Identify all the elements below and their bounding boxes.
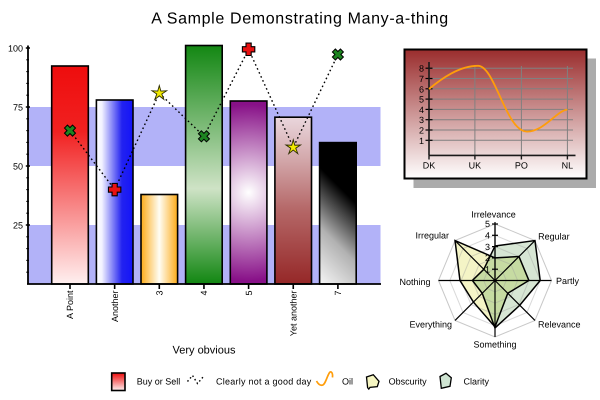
svg-text:25: 25 xyxy=(13,221,23,231)
svg-text:Irrelevance: Irrelevance xyxy=(471,210,516,220)
svg-text:Clearly not a good day: Clearly not a good day xyxy=(216,377,312,387)
svg-text:A Point: A Point xyxy=(65,290,75,319)
svg-text:Another: Another xyxy=(110,291,120,323)
svg-text:1: 1 xyxy=(485,264,490,274)
svg-text:5: 5 xyxy=(419,95,424,105)
svg-text:Regular: Regular xyxy=(538,231,570,241)
svg-text:7: 7 xyxy=(419,74,424,84)
svg-text:100: 100 xyxy=(8,44,23,54)
svg-text:Everything: Everything xyxy=(409,319,452,329)
svg-text:UK: UK xyxy=(469,161,482,171)
svg-text:7: 7 xyxy=(333,291,343,296)
svg-text:3: 3 xyxy=(155,291,165,296)
svg-text:4: 4 xyxy=(199,291,209,296)
svg-text:4: 4 xyxy=(419,105,424,115)
svg-text:3: 3 xyxy=(419,115,424,125)
svg-text:Relevance: Relevance xyxy=(538,319,581,329)
svg-text:DK: DK xyxy=(423,161,436,171)
svg-text:PO: PO xyxy=(515,161,528,171)
svg-text:Clarity: Clarity xyxy=(464,377,490,387)
svg-text:Buy or Sell: Buy or Sell xyxy=(137,377,181,387)
svg-text:8: 8 xyxy=(419,64,424,74)
svg-text:2: 2 xyxy=(485,253,490,263)
svg-text:Partly: Partly xyxy=(556,276,580,286)
svg-text:Nothing: Nothing xyxy=(399,277,430,287)
svg-text:2: 2 xyxy=(419,126,424,136)
svg-text:Obscurity: Obscurity xyxy=(389,377,428,387)
svg-text:A Sample Demonstrating Many-a-: A Sample Demonstrating Many-a-thing xyxy=(151,11,449,28)
svg-text:Yet another: Yet another xyxy=(288,291,298,337)
svg-text:6: 6 xyxy=(419,84,424,94)
svg-text:4: 4 xyxy=(485,231,490,241)
svg-text:50: 50 xyxy=(13,162,23,172)
svg-text:NL: NL xyxy=(562,161,574,171)
svg-text:Something: Something xyxy=(473,339,516,349)
svg-text:5: 5 xyxy=(485,219,490,229)
svg-text:1: 1 xyxy=(419,136,424,146)
svg-text:5: 5 xyxy=(244,291,254,296)
svg-text:3: 3 xyxy=(485,242,490,252)
svg-text:Very obvious: Very obvious xyxy=(173,345,236,357)
svg-text:Oil: Oil xyxy=(342,377,353,387)
svg-text:Irregular: Irregular xyxy=(415,231,449,241)
svg-text:75: 75 xyxy=(13,103,23,113)
